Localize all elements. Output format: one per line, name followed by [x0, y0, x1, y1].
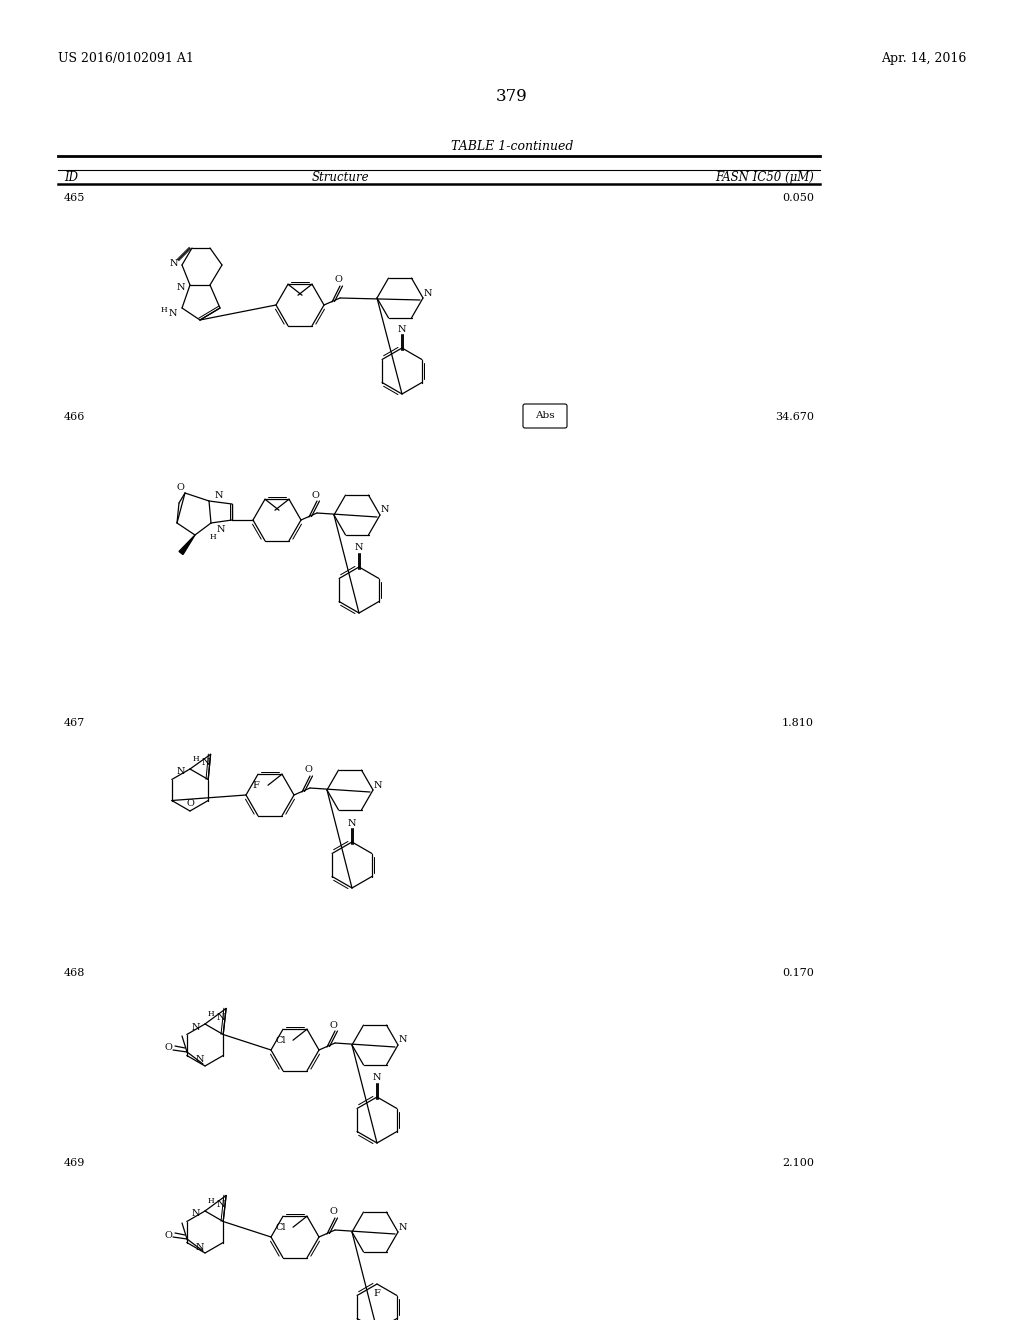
Text: 379: 379 — [496, 88, 528, 106]
Text: Apr. 14, 2016: Apr. 14, 2016 — [881, 51, 966, 65]
Text: 0.050: 0.050 — [782, 193, 814, 203]
FancyBboxPatch shape — [523, 404, 567, 428]
Text: N: N — [196, 1242, 204, 1251]
Text: H: H — [208, 1011, 214, 1019]
Text: TABLE 1-continued: TABLE 1-continued — [451, 140, 573, 153]
Text: 2.100: 2.100 — [782, 1158, 814, 1168]
Text: N: N — [177, 282, 185, 292]
Text: N: N — [424, 289, 432, 297]
Text: N: N — [196, 1056, 204, 1064]
Text: N: N — [398, 1222, 408, 1232]
Text: H: H — [208, 1197, 214, 1205]
Text: 0.170: 0.170 — [782, 968, 814, 978]
Text: N: N — [169, 309, 177, 318]
Text: N: N — [348, 818, 356, 828]
Text: O: O — [334, 276, 342, 285]
Text: Cl: Cl — [275, 1222, 287, 1232]
Text: O: O — [329, 1020, 337, 1030]
Text: F: F — [374, 1290, 381, 1299]
Text: N: N — [398, 1035, 408, 1044]
Text: N: N — [381, 506, 389, 515]
Text: O: O — [164, 1230, 172, 1239]
Text: N: N — [191, 1209, 201, 1218]
Text: Cl: Cl — [275, 1036, 287, 1044]
Text: 468: 468 — [63, 968, 85, 978]
Polygon shape — [179, 535, 195, 554]
Text: N: N — [373, 1073, 381, 1082]
Text: N: N — [217, 1200, 225, 1209]
Text: ID: ID — [63, 172, 78, 183]
Text: N: N — [177, 767, 185, 776]
Text: O: O — [304, 766, 312, 775]
Text: 466: 466 — [63, 412, 85, 422]
Text: O: O — [176, 483, 184, 491]
Text: H: H — [161, 306, 167, 314]
Text: H: H — [210, 533, 216, 541]
Text: 467: 467 — [63, 718, 85, 729]
Text: O: O — [164, 1044, 172, 1052]
Text: Structure: Structure — [311, 172, 369, 183]
Text: N: N — [374, 780, 382, 789]
Text: N: N — [170, 259, 178, 268]
Text: O: O — [329, 1208, 337, 1217]
Text: H: H — [193, 755, 199, 763]
Text: N: N — [191, 1023, 201, 1031]
Text: N: N — [202, 758, 210, 767]
Text: N: N — [217, 1012, 225, 1022]
Text: O: O — [311, 491, 318, 499]
Text: N: N — [215, 491, 223, 499]
Text: 34.670: 34.670 — [775, 412, 814, 422]
Text: US 2016/0102091 A1: US 2016/0102091 A1 — [58, 51, 194, 65]
Text: N: N — [397, 325, 407, 334]
Text: F: F — [253, 780, 259, 789]
Text: 469: 469 — [63, 1158, 85, 1168]
Text: 465: 465 — [63, 193, 85, 203]
Text: N: N — [217, 524, 225, 533]
Text: N: N — [354, 544, 364, 553]
Text: O: O — [186, 799, 194, 808]
Text: Abs: Abs — [536, 412, 555, 421]
Text: FASN IC50 (μM): FASN IC50 (μM) — [715, 172, 814, 183]
Text: 1.810: 1.810 — [782, 718, 814, 729]
